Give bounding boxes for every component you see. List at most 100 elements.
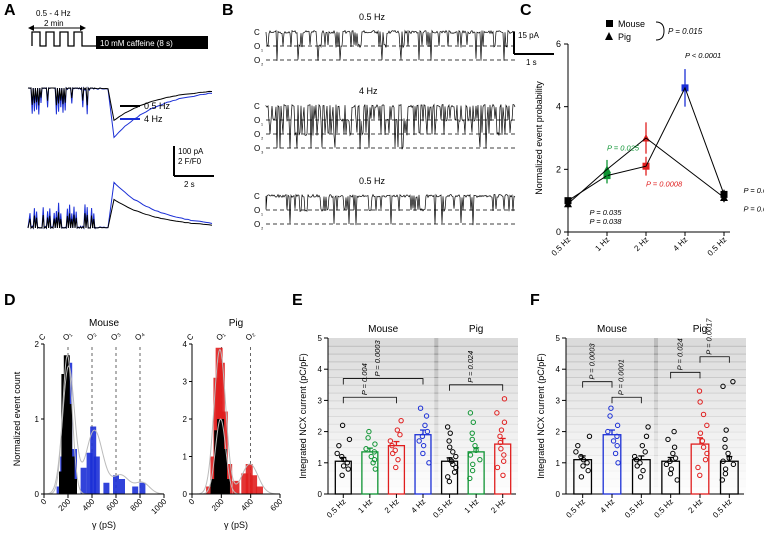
panel-b-label: B <box>222 2 234 20</box>
svg-text:1: 1 <box>556 459 561 468</box>
svg-text:O₂: O₂ <box>85 329 98 342</box>
svg-text:O₄: O₄ <box>133 329 146 342</box>
svg-text:P = 0.0003: P = 0.0003 <box>373 340 382 377</box>
svg-text:P = 0.0017: P = 0.0017 <box>705 318 714 355</box>
svg-text:2: 2 <box>556 428 561 437</box>
svg-text:P = 0.0008: P = 0.0008 <box>646 180 683 189</box>
svg-text:400: 400 <box>81 497 97 513</box>
svg-text:1: 1 <box>35 415 40 424</box>
svg-text:Normalized event probability: Normalized event probability <box>534 81 544 195</box>
svg-text:3: 3 <box>556 396 561 405</box>
svg-text:₂: ₂ <box>261 225 264 231</box>
svg-text:P = 0.0025: P = 0.0025 <box>744 186 764 195</box>
svg-text:0: 0 <box>318 490 323 499</box>
svg-text:0.5 Hz: 0.5 Hz <box>564 497 587 520</box>
svg-text:5: 5 <box>318 334 323 343</box>
svg-text:0.5 Hz: 0.5 Hz <box>706 235 729 258</box>
panel-d-label: D <box>4 292 16 310</box>
svg-text:15 pA: 15 pA <box>518 31 540 40</box>
svg-text:4 Hz: 4 Hz <box>671 235 689 253</box>
svg-text:2 Hz: 2 Hz <box>383 497 401 515</box>
svg-text:0.5 Hz: 0.5 Hz <box>711 497 734 520</box>
panel-f-label: F <box>530 292 540 310</box>
svg-text:0.5 Hz: 0.5 Hz <box>359 176 386 186</box>
svg-text:2: 2 <box>556 164 561 174</box>
svg-text:0.5 Hz: 0.5 Hz <box>359 12 386 22</box>
svg-text:4 Hz: 4 Hz <box>359 86 378 96</box>
svg-text:O: O <box>254 220 260 229</box>
svg-text:P < 0.0001: P < 0.0001 <box>685 51 721 60</box>
svg-text:0.5 Hz: 0.5 Hz <box>325 497 348 520</box>
svg-text:P = 0.004: P = 0.004 <box>360 363 369 395</box>
svg-text:3: 3 <box>318 396 323 405</box>
svg-text:600: 600 <box>269 497 285 513</box>
svg-text:O: O <box>254 42 260 51</box>
svg-text:Pig: Pig <box>618 32 631 42</box>
svg-text:2 Hz: 2 Hz <box>686 497 704 515</box>
panel-e-label: E <box>292 292 303 310</box>
svg-text:2 Hz: 2 Hz <box>632 235 650 253</box>
svg-text:₂: ₂ <box>261 135 264 141</box>
svg-text:5: 5 <box>556 334 561 343</box>
svg-text:γ (pS): γ (pS) <box>92 520 116 530</box>
svg-text:0: 0 <box>556 227 561 237</box>
svg-text:P = 0.025: P = 0.025 <box>607 144 640 153</box>
svg-text:2 Hz: 2 Hz <box>489 497 507 515</box>
svg-text:0.5 Hz: 0.5 Hz <box>144 101 171 111</box>
svg-text:P = 0.035: P = 0.035 <box>589 208 622 217</box>
svg-text:₁: ₁ <box>261 121 263 127</box>
svg-text:200: 200 <box>57 497 73 513</box>
svg-text:1 Hz: 1 Hz <box>463 497 481 515</box>
svg-text:₃: ₃ <box>261 149 264 155</box>
svg-text:800: 800 <box>129 497 145 513</box>
panel-a-label: A <box>4 2 16 20</box>
svg-text:1 s: 1 s <box>526 58 537 67</box>
svg-text:4: 4 <box>556 365 561 374</box>
svg-text:0.5 Hz: 0.5 Hz <box>431 497 454 520</box>
svg-text:4: 4 <box>318 365 323 374</box>
svg-text:O: O <box>254 56 260 65</box>
svg-text:4 Hz: 4 Hz <box>144 114 163 124</box>
svg-text:1000: 1000 <box>149 497 168 516</box>
svg-text:10 mM caffeine (8 s): 10 mM caffeine (8 s) <box>100 39 173 48</box>
svg-text:P = 0.024: P = 0.024 <box>466 351 475 383</box>
svg-text:Pig: Pig <box>229 318 243 329</box>
svg-text:P = 0.001: P = 0.001 <box>744 205 764 214</box>
svg-text:0.5 - 4 Hz: 0.5 - 4 Hz <box>36 9 71 18</box>
svg-text:0: 0 <box>556 490 561 499</box>
svg-text:0.5 Hz: 0.5 Hz <box>652 497 675 520</box>
svg-text:P = 0.024: P = 0.024 <box>675 338 684 370</box>
svg-text:2: 2 <box>318 428 323 437</box>
svg-text:4 Hz: 4 Hz <box>409 497 427 515</box>
svg-text:4: 4 <box>556 102 561 112</box>
svg-text:O: O <box>254 144 260 153</box>
svg-text:1 Hz: 1 Hz <box>356 497 374 515</box>
figure-svg: 0.5 - 4 Hz2 min10 mM caffeine (8 s)0.5 H… <box>0 0 764 534</box>
svg-text:1 Hz: 1 Hz <box>593 235 611 253</box>
svg-text:0: 0 <box>35 490 40 499</box>
svg-text:O: O <box>254 130 260 139</box>
svg-text:C: C <box>254 102 260 111</box>
svg-text:200: 200 <box>210 497 226 513</box>
svg-text:100 pA: 100 pA <box>178 147 204 156</box>
svg-text:Pig: Pig <box>469 324 483 335</box>
svg-text:2: 2 <box>35 340 40 349</box>
svg-text:₁: ₁ <box>261 211 263 217</box>
svg-text:Integrated NCX current (pC/pF): Integrated NCX current (pC/pF) <box>536 353 546 479</box>
svg-text:₁: ₁ <box>261 47 263 53</box>
svg-text:P = 0.0001: P = 0.0001 <box>617 359 626 395</box>
svg-text:0: 0 <box>39 497 49 507</box>
svg-text:O₁: O₁ <box>214 330 227 343</box>
svg-text:γ (pS): γ (pS) <box>224 520 248 530</box>
svg-text:0.5 Hz: 0.5 Hz <box>550 235 573 258</box>
svg-text:₂: ₂ <box>261 61 264 67</box>
svg-text:600: 600 <box>105 497 121 513</box>
svg-text:4 Hz: 4 Hz <box>598 497 616 515</box>
svg-text:O: O <box>254 206 260 215</box>
svg-text:0.5 Hz: 0.5 Hz <box>623 497 646 520</box>
svg-text:2 s: 2 s <box>184 180 195 189</box>
svg-text:P = 0.0003: P = 0.0003 <box>587 343 596 380</box>
svg-text:Normalized event count: Normalized event count <box>12 371 22 466</box>
svg-text:0: 0 <box>187 497 197 507</box>
svg-text:O₂: O₂ <box>244 329 257 342</box>
